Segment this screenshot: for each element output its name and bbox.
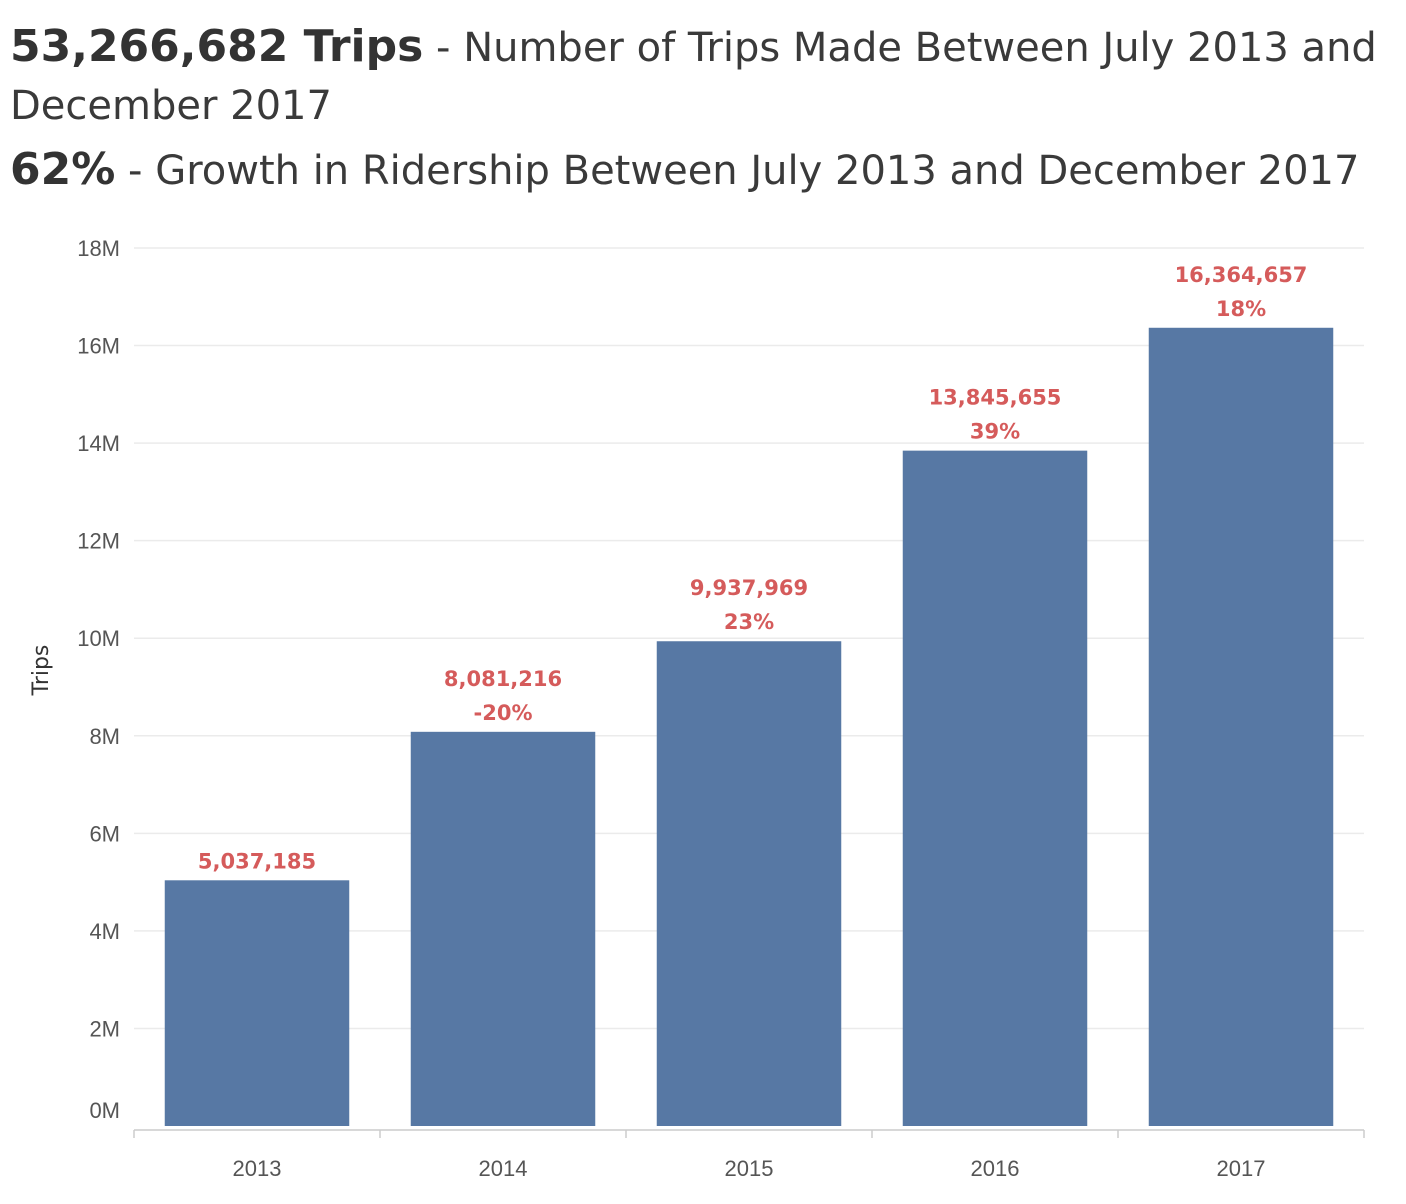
- x-tick-label: 2013: [233, 1156, 282, 1181]
- value-label: 9,937,969: [690, 576, 808, 600]
- y-tick-label: 0M: [89, 1098, 120, 1123]
- trips-headline: 53,266,682 Trips - Number of Trips Made …: [10, 18, 1390, 135]
- growth-value: 62%: [10, 144, 116, 195]
- x-tick-label: 2016: [971, 1156, 1020, 1181]
- bars: [164, 327, 1334, 1126]
- y-tick-label: 14M: [77, 431, 120, 456]
- x-tick-label: 2015: [725, 1156, 774, 1181]
- y-tick-label: 10M: [77, 626, 120, 651]
- bar-2014[interactable]: [410, 731, 596, 1126]
- bar-2015[interactable]: [656, 641, 842, 1126]
- x-tick-label: 2014: [479, 1156, 528, 1181]
- growth-label: -20%: [474, 701, 533, 725]
- bar-2017[interactable]: [1148, 327, 1334, 1126]
- y-tick-label: 2M: [89, 1016, 120, 1041]
- growth-label: 23%: [724, 610, 774, 634]
- value-label: 5,037,185: [198, 849, 316, 873]
- value-label: 13,845,655: [929, 386, 1062, 410]
- bar-2016[interactable]: [902, 450, 1088, 1126]
- value-label: 8,081,216: [444, 667, 562, 691]
- growth-label: 39%: [970, 420, 1020, 444]
- x-tick-label: 2017: [1217, 1156, 1266, 1181]
- y-tick-label: 18M: [77, 236, 120, 261]
- y-tick-label: 4M: [89, 919, 120, 944]
- total-trips-text: - Number of Trips Made Between July 2013…: [10, 25, 1377, 129]
- total-trips-value: 53,266,682 Trips: [10, 21, 424, 72]
- y-tick-label: 12M: [77, 529, 120, 554]
- y-axis-label: Trips: [29, 645, 54, 697]
- header: 53,266,682 Trips - Number of Trips Made …: [10, 18, 1390, 200]
- growth-label: 18%: [1216, 297, 1266, 321]
- bar-2013[interactable]: [164, 880, 350, 1126]
- value-label: 16,364,657: [1175, 263, 1308, 287]
- axes: 0M 2M 4M 6M 8M 10M 12M 14M 16M 18M 2013 2014 2015 201…: [77, 236, 1365, 1181]
- data-labels: 5,037,185 8,081,216 -20% 9,937,969 23% 13,845…: [198, 263, 1308, 874]
- y-tick-label: 6M: [89, 821, 120, 846]
- growth-headline: 62% - Growth in Ridership Between July 2…: [10, 141, 1390, 200]
- y-tick-label: 16M: [77, 334, 120, 359]
- y-tick-label: 8M: [89, 724, 120, 749]
- growth-text: - Growth in Ridership Between July 2013 …: [115, 148, 1360, 194]
- bar-chart: 5,037,185 8,081,216 -20% 9,937,969 23% 13,845…: [29, 236, 1365, 1181]
